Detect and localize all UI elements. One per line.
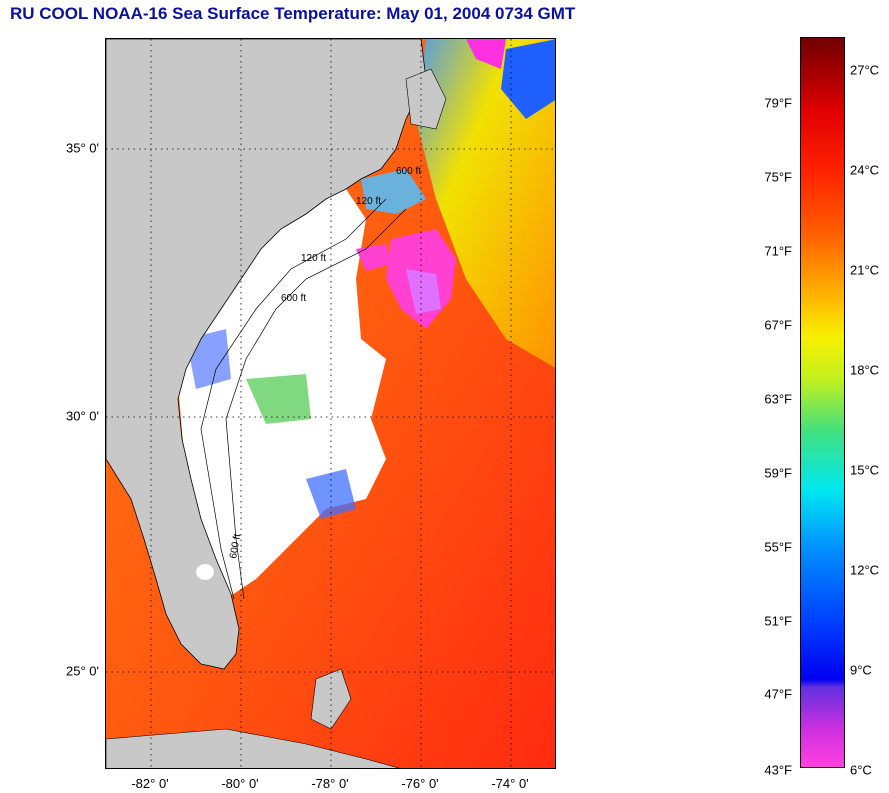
land-delmarva: [405, 68, 447, 130]
tick-f-51: 51°F: [764, 613, 792, 629]
cold-pocket-2: [406, 269, 441, 314]
contour-label-2: 600 ft: [281, 293, 306, 304]
lat-label-25: 25° 0': [66, 663, 99, 679]
cold-pocket-3: [356, 244, 391, 271]
temperature-colorbar: [800, 37, 845, 768]
tick-f-75: 75°F: [764, 169, 792, 185]
lat-label-35: 35° 0': [66, 140, 99, 156]
cool-patch-1: [361, 169, 426, 214]
tick-f-43: 43°F: [764, 762, 792, 778]
graticule: [106, 39, 555, 768]
tick-f-59: 59°F: [764, 465, 792, 481]
lon-label-78: -78° 0': [311, 776, 349, 791]
colorbar-gradient: [801, 38, 844, 767]
cool-patch-2: [246, 374, 311, 424]
tick-c-15: 15°C: [850, 462, 880, 478]
tick-f-47: 47°F: [764, 686, 792, 702]
tick-c-9: 9°C: [850, 662, 872, 678]
tick-f-67: 67°F: [764, 317, 792, 333]
tick-c-21: 21°C: [850, 262, 880, 278]
map-title: RU COOL NOAA-16 Sea Surface Temperature:…: [10, 4, 576, 23]
contour-label-1: 120 ft: [301, 253, 326, 264]
colorbar-fill: [801, 38, 844, 767]
tick-c-6: 6°C: [850, 762, 872, 778]
contour-label-5: 600 ft: [228, 533, 243, 560]
lon-label-74: -74° 0': [491, 776, 529, 791]
lat-label-30: 30° 0': [66, 408, 99, 424]
contour-600ft: [225, 208, 407, 600]
lon-label-76: -76° 0': [401, 776, 439, 791]
cold-water-magenta-north: [466, 39, 506, 69]
northern-waters: [416, 39, 555, 368]
tick-c-12: 12°C: [850, 562, 880, 578]
land-mainland: [106, 39, 427, 670]
tick-f-63: 63°F: [764, 391, 792, 407]
lon-label-82: -82° 0': [131, 776, 169, 791]
tick-c-24: 24°C: [850, 162, 880, 178]
contour-label-3: 120 ft: [356, 196, 381, 207]
lon-label-80: -80° 0': [221, 776, 259, 791]
tick-f-79: 79°F: [764, 95, 792, 111]
contour-120ft: [200, 198, 387, 600]
cool-patch-4: [306, 469, 356, 519]
tick-f-71: 71°F: [764, 243, 792, 259]
tick-c-27: 27°C: [850, 62, 880, 78]
tick-c-18: 18°C: [850, 362, 880, 378]
sst-map: 120 ft 600 ft 120 ft 600 ft 600 ft: [105, 38, 556, 769]
sst-map-image: 120 ft 600 ft 120 ft 600 ft 600 ft: [106, 39, 555, 768]
cold-water-north: [501, 39, 555, 119]
land-cuba: [106, 728, 400, 768]
contour-label-4: 600 ft: [396, 166, 421, 177]
tick-f-55: 55°F: [764, 539, 792, 555]
lake-okeechobee: [196, 564, 214, 580]
